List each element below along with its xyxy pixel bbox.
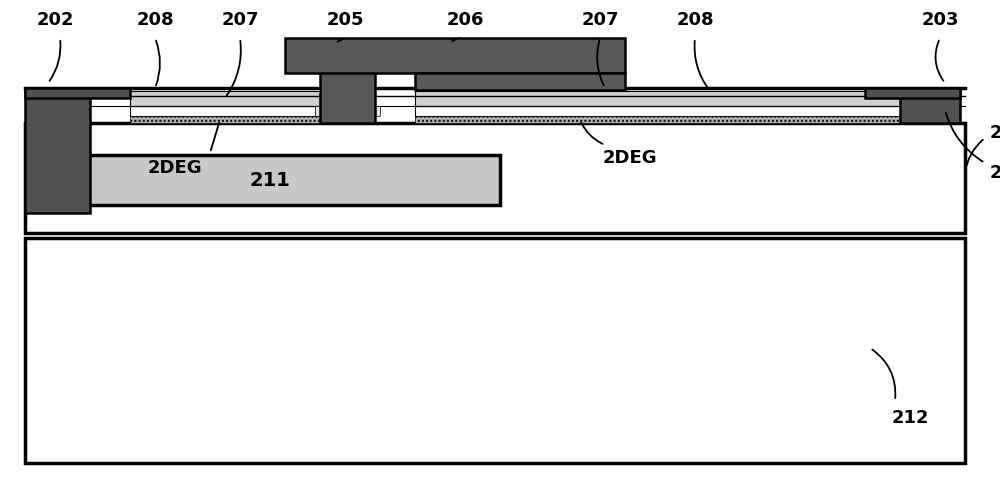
Bar [900, 88, 960, 123]
Bar [25, 123, 965, 233]
Text: 209: 209 [990, 164, 1000, 182]
Bar [25, 238, 965, 463]
Bar [415, 73, 625, 90]
Bar [130, 116, 320, 123]
Bar [415, 106, 900, 116]
Text: 2DEG: 2DEG [603, 149, 657, 167]
Text: 2DEG: 2DEG [148, 159, 202, 177]
Bar [130, 106, 320, 116]
Text: 207: 207 [221, 11, 259, 29]
Bar [130, 91, 320, 106]
Text: 212: 212 [891, 409, 929, 427]
Bar [415, 116, 900, 123]
Bar [415, 91, 900, 106]
Text: 203: 203 [921, 11, 959, 29]
Bar [320, 68, 375, 123]
Text: 206: 206 [446, 11, 484, 29]
Bar [315, 106, 380, 116]
Bar [25, 88, 130, 98]
Text: 211: 211 [250, 171, 290, 190]
Text: 205: 205 [326, 11, 364, 29]
Text: 210: 210 [990, 124, 1000, 142]
Bar [865, 88, 960, 98]
Text: 208: 208 [676, 11, 714, 29]
Bar [285, 38, 625, 73]
Text: 207: 207 [581, 11, 619, 29]
Text: 202: 202 [36, 11, 74, 29]
Bar [40, 155, 500, 205]
Bar [25, 88, 90, 213]
Text: 208: 208 [136, 11, 174, 29]
